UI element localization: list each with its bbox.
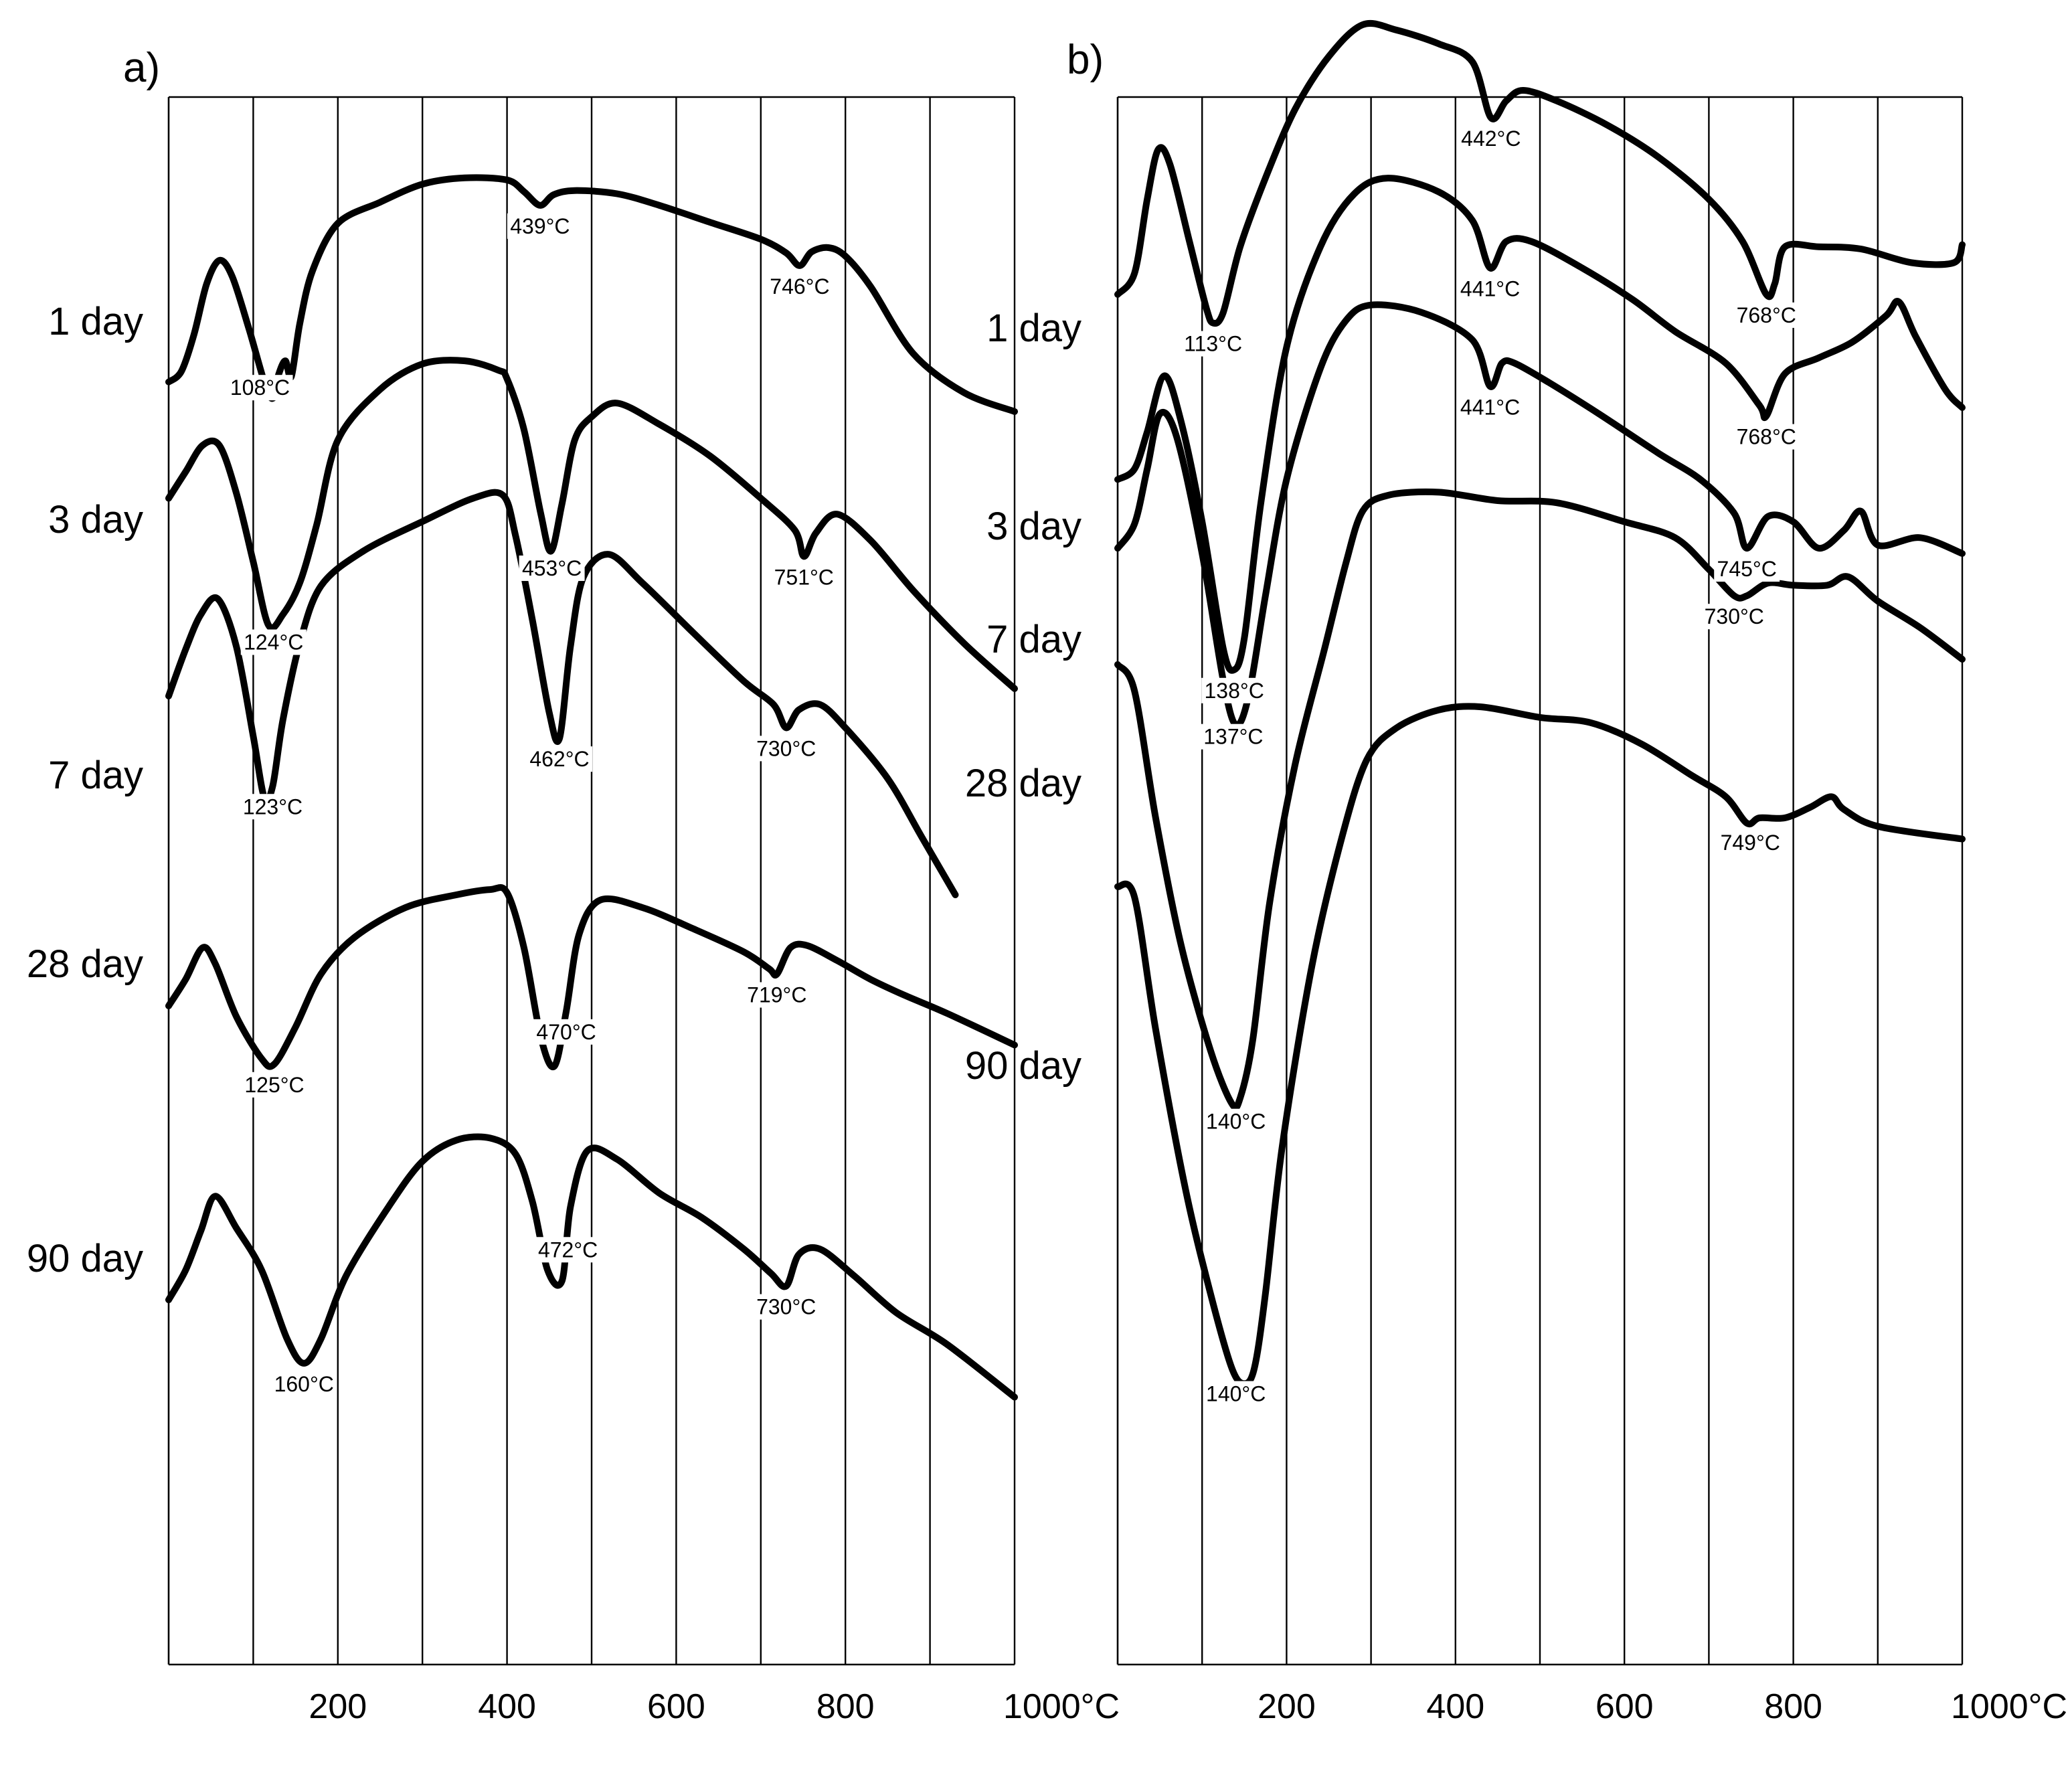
- panel-b-curve-28-day: [1114, 488, 1966, 1112]
- panel-a-peak-label: 124°C: [244, 630, 303, 655]
- panel-a-peak-label: 730°C: [756, 1295, 816, 1319]
- panel-b-series-label: 90 day: [965, 1044, 1082, 1088]
- panel-b-grid: [1116, 96, 1964, 1666]
- panel-a-peak-label: 472°C: [538, 1238, 598, 1262]
- panel-a-peak-label-bg: [271, 1371, 337, 1397]
- panel-a-peak-label-bg: [753, 1294, 819, 1320]
- panel-b-peak-label: 441°C: [1460, 395, 1520, 419]
- panel-b-x-tick-label: 600: [1595, 1687, 1654, 1726]
- panel-a-x-tick-label: 200: [309, 1687, 367, 1726]
- panel-b-peak-label: 768°C: [1737, 425, 1796, 449]
- panel-a-series-label: 28 day: [27, 942, 143, 986]
- panel-a-curve-1-day: [165, 174, 1018, 415]
- panel-a-curve-3-day: [165, 357, 1018, 692]
- panel-a-peak-label-bg: [227, 375, 293, 401]
- panel-a-peak-label-bg: [240, 629, 307, 655]
- panel-b-peak-label: 442°C: [1461, 126, 1521, 151]
- panel-a-peak-label: 453°C: [522, 556, 582, 580]
- panel-b-title: b): [1067, 37, 1104, 83]
- panel-b-peak-label: 749°C: [1721, 831, 1780, 855]
- panel-b-peak-label: 138°C: [1205, 679, 1264, 703]
- panel-a-peak-label-bg: [766, 273, 833, 299]
- panel-a-peak-label: 462°C: [529, 747, 589, 771]
- panel-a-peak-label-bg: [507, 213, 573, 239]
- panel-b-curve-1-day: [1114, 19, 1966, 327]
- panel-b-peak-label-bg: [1200, 724, 1266, 750]
- panel-b-peak-label-bg: [1201, 677, 1268, 703]
- panel-b-peak-label-bg: [1733, 302, 1800, 328]
- panel-a-peak-label: 125°C: [244, 1073, 304, 1097]
- panel-b-peak-label-bg: [1701, 604, 1767, 630]
- panel-a-peak-label: 160°C: [274, 1372, 334, 1396]
- panel-b-series-label: 28 day: [965, 762, 1082, 805]
- panel-b-peak-label: 137°C: [1203, 725, 1263, 749]
- panel-a-x-tick-label: 800: [816, 1687, 875, 1726]
- panel-b-peak-label-bg: [1457, 276, 1523, 302]
- panel-b-curves: [1114, 19, 1966, 1387]
- panel-a-x-tick-label: 400: [478, 1687, 536, 1726]
- panel-a-peak-label-bg: [533, 1019, 600, 1045]
- panel-a-peak-label: 719°C: [747, 983, 806, 1007]
- panel-a-series-label: 90 day: [27, 1237, 143, 1280]
- panel-a-peak-label: 123°C: [243, 794, 303, 819]
- panel-b-curve-7-day: [1114, 301, 1966, 729]
- panel-a-grid: [167, 96, 1016, 1666]
- panel-a-peak-label-bg: [771, 564, 837, 590]
- panel-a-peak-label: 439°C: [510, 214, 570, 238]
- panel-a-peak-label-bg: [526, 746, 592, 772]
- panel-a-peak-label: 730°C: [756, 736, 816, 760]
- panel-a-x-tick-label: 1000°C: [1003, 1687, 1120, 1726]
- panel-b-x-tick-label: 400: [1426, 1687, 1484, 1726]
- panel-a-peak-label-bg: [242, 1072, 307, 1098]
- panel-b-x-tick-label: 800: [1764, 1687, 1822, 1726]
- panel-a-peak-label-bg: [240, 794, 306, 820]
- panel-b-peak-label-bg: [1458, 126, 1524, 152]
- panel-a-peak-label: 108°C: [230, 375, 290, 400]
- panel-b-peak-label-bg: [1457, 394, 1523, 420]
- panel-b-peak-label: 140°C: [1206, 1110, 1266, 1134]
- panel-a-series-label: 7 day: [48, 754, 143, 797]
- panel-a-peak-label: 751°C: [774, 565, 834, 589]
- panel-b-peak-label: 745°C: [1717, 557, 1777, 581]
- panel-b: 200 400 600 800 1000°C 1 day 113°C 442°C 768°C 3 …: [965, 19, 2067, 1726]
- panel-a-peak-label-bg: [753, 736, 819, 762]
- panel-a: 200 400 600 800 1000°C 1 day 108°C 439°C 746°C 3 …: [27, 45, 1120, 1726]
- panel-a-peak-label: 470°C: [536, 1020, 596, 1044]
- panel-b-series-label: 3 day: [986, 505, 1082, 548]
- panel-b-peak-label-bg: [1203, 1108, 1269, 1134]
- panel-b-peak-label: 441°C: [1460, 276, 1520, 301]
- panel-a-peak-label-bg: [744, 982, 810, 1008]
- panel-b-x-tick-label: 1000°C: [1951, 1687, 2067, 1726]
- panel-a-series-label: 3 day: [48, 498, 143, 541]
- panel-b-series-label: 1 day: [986, 307, 1082, 350]
- panel-b-peak-label-bg: [1714, 556, 1780, 582]
- panel-b-x-tick-label: 200: [1258, 1687, 1316, 1726]
- panel-b-peak-label: 730°C: [1705, 604, 1764, 628]
- panel-b-peak-label: 140°C: [1206, 1382, 1266, 1406]
- panel-b-curve-3-day: [1114, 175, 1966, 674]
- panel-a-curve-7-day: [165, 489, 959, 898]
- panel-a-peak-label: 746°C: [770, 274, 829, 299]
- panel-b-labels: 200 400 600 800 1000°C 1 day 113°C 442°C 768°C 3 …: [965, 126, 2067, 1726]
- panel-b-peak-label-bg: [1180, 331, 1246, 357]
- panel-a-series-label: 1 day: [48, 300, 143, 343]
- panel-b-peak-label: 113°C: [1184, 332, 1242, 356]
- panel-b-series-label: 7 day: [986, 618, 1082, 661]
- panel-a-peak-label-bg: [535, 1237, 601, 1263]
- panel-a-curve-28-day: [165, 884, 1018, 1071]
- panel-b-curve-90-day: [1114, 703, 1966, 1387]
- panel-a-title: a): [123, 45, 160, 91]
- panel-a-labels: 200 400 600 800 1000°C 1 day 108°C 439°C 746°C 3 …: [27, 213, 1120, 1726]
- panel-a-peak-label-bg: [519, 556, 585, 582]
- panel-b-peak-label-bg: [1733, 424, 1800, 450]
- panel-b-peak-label-bg: [1203, 1381, 1269, 1407]
- panel-a-x-tick-label: 600: [647, 1687, 705, 1726]
- panel-b-peak-label-bg: [1717, 829, 1784, 855]
- panel-b-peak-label: 768°C: [1737, 303, 1796, 327]
